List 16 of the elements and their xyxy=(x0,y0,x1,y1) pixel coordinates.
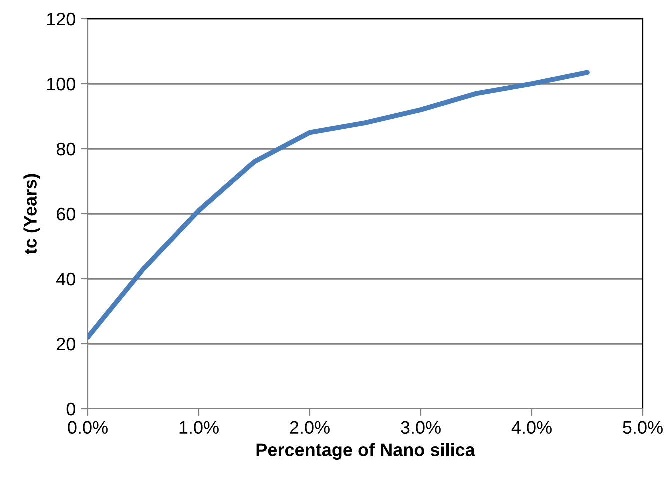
x-tick-label: 3.0% xyxy=(401,421,441,434)
y-tick-label: 60 xyxy=(57,208,76,221)
x-tick-label: 0.0% xyxy=(68,421,108,434)
x-tick-label: 1.0% xyxy=(180,421,219,434)
y-tick-label: 20 xyxy=(57,338,76,351)
y-tick-label: 40 xyxy=(56,272,76,286)
y-axis-title: tc (Years) xyxy=(24,174,41,254)
x-tick-label: 4.0% xyxy=(512,421,552,434)
line-series xyxy=(88,70,590,340)
x-axis-title: Percentage of Nano silica xyxy=(256,443,476,460)
y-tick-label: 80 xyxy=(56,142,76,156)
y-tick-label: 120 xyxy=(47,12,76,26)
x-tick-label: 2.0% xyxy=(290,421,330,434)
x-tick-label: 5.0% xyxy=(623,421,663,434)
y-tick-label: 100 xyxy=(47,78,76,91)
y-tick-label: 0 xyxy=(66,402,76,416)
